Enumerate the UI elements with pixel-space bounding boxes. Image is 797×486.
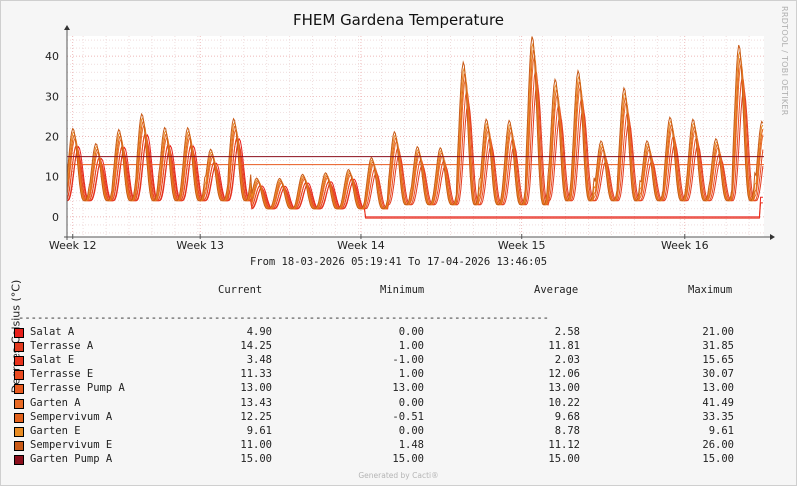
legend-series-name: Garten Pump A [30,452,113,465]
y-tick-label: 0 [52,211,59,224]
legend-value-avg: 12.06 [548,368,580,381]
legend-value-current: 15.00 [240,452,272,465]
legend-swatch [14,384,24,395]
legend-value-min: -0.51 [392,410,424,423]
legend-value-max: 21.00 [702,326,734,338]
legend-value-current: 11.33 [240,368,272,381]
legend-value-max: 15.00 [702,452,734,465]
legend-swatch [14,342,24,353]
legend-series-name: Terrasse Pump A [30,382,125,395]
legend-value-max: 13.00 [702,382,734,395]
legend-value-max: 33.35 [702,410,734,423]
x-tick-label: Week 14 [337,239,385,252]
legend-value-min: 15.00 [392,452,424,465]
date-range: From 18-03-2026 05:19:41 To 17-04-2026 1… [249,256,548,268]
legend-series-name: Garten A [30,396,81,409]
chart-title: FHEM Gardena Temperature [292,11,505,29]
legend-value-min: 0.00 [398,396,424,409]
legend-value-avg: 13.00 [548,382,580,395]
legend-value-avg: 10.22 [548,396,580,409]
y-axis-arrow [64,25,70,30]
x-tick-label: Week 15 [498,239,546,252]
legend-swatch [14,356,24,367]
legend-swatch [14,328,24,338]
legend-series-name: Salat A [30,326,75,338]
legend-value-min: 1.00 [398,340,424,353]
legend-series-name: Sempervivum E [30,438,113,451]
legend-swatch [14,398,24,409]
legend-value-current: 13.43 [240,396,272,409]
series-line [66,83,764,210]
legend-value-avg: 2.03 [554,354,580,367]
legend-value-max: 9.61 [708,424,734,437]
legend-swatch [14,412,24,423]
legend-value-current: 12.25 [240,410,272,423]
legend-value-current: 9.61 [246,424,272,437]
legend-value-current: 11.00 [240,438,272,451]
legend-swatch [14,370,24,381]
x-axis-arrow [770,234,775,240]
legend-value-current: 4.90 [246,326,272,338]
y-tick-label: 40 [45,50,59,63]
legend-value-max: 31.85 [702,340,734,353]
legend-series-name: Terrasse A [30,340,94,353]
legend-value-min: -1.00 [392,354,424,367]
legend-value-avg: 9.68 [554,410,580,423]
legend-series-name: Salat E [30,354,75,367]
legend-rule: ----------------------------------------… [18,312,550,324]
legend-series-name: Garten E [30,424,81,437]
legend-value-min: 1.48 [398,438,424,451]
x-tick-label: Week 13 [176,239,224,252]
header-maximum: Maximum [688,284,733,296]
legend-series-name: Terrasse E [30,368,94,381]
legend-value-max: 15.65 [702,354,734,367]
legend-value-max: 41.49 [702,396,734,409]
legend-value-min: 0.00 [398,424,424,437]
legend-swatch [14,440,24,451]
legend-value-avg: 8.78 [554,424,580,437]
legend-value-avg: 2.58 [554,326,580,338]
legend-value-avg: 15.00 [548,452,580,465]
legend-series-name: Sempervivum A [30,410,113,423]
header-average: Average [534,284,579,296]
series-line [66,68,764,210]
legend-value-avg: 11.12 [548,438,580,451]
legend-value-current: 3.48 [246,354,272,367]
legend-value-max: 26.00 [702,438,734,451]
generator-credit: Generated by Cacti® [358,471,439,480]
legend-value-min: 13.00 [392,382,424,395]
legend-value-avg: 11.81 [548,340,580,353]
y-tick-label: 10 [45,171,59,184]
y-tick-label: 20 [45,131,59,144]
header-current: Current [218,284,263,296]
legend-value-min: 1.00 [398,368,424,381]
y-tick-label: 30 [45,90,59,103]
legend-value-current: 14.25 [240,340,272,353]
legend-value-current: 13.00 [240,382,272,395]
series-line [66,43,764,210]
legend-value-max: 30.07 [702,368,734,381]
series-line [66,49,764,210]
legend-value-min: 0.00 [398,326,424,338]
x-tick-label: Week 12 [49,239,97,252]
header-minimum: Minimum [380,284,425,296]
x-tick-label: Week 16 [661,239,709,252]
legend-swatch [14,454,24,465]
legend-swatch [14,426,24,437]
